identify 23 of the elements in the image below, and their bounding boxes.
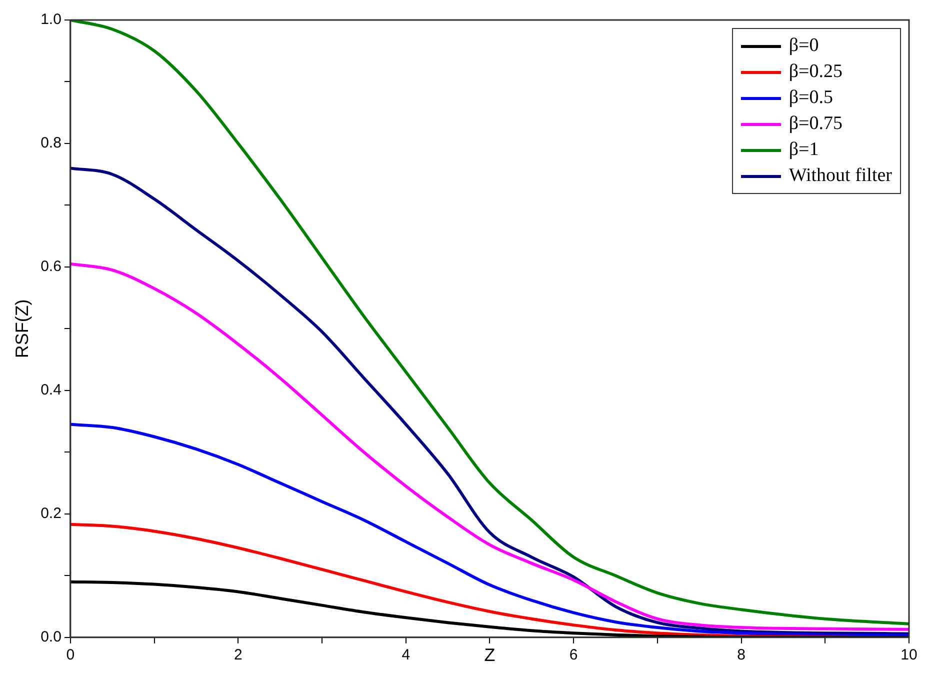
legend-label: β=0.25 — [788, 60, 842, 84]
line-series — [70, 20, 909, 626]
y-tick-label: 0.4 — [40, 382, 62, 399]
legend-label: β=0.5 — [788, 86, 833, 110]
y-tick-label: 1.0 — [40, 11, 62, 28]
line-series — [70, 166, 909, 636]
y-tick-label: 0.2 — [40, 505, 62, 522]
legend-label: β=0 — [788, 34, 819, 58]
y-tick-label: 0.6 — [40, 258, 62, 276]
legend-label: β=1 — [788, 138, 819, 162]
legend-label: Without filter — [788, 164, 892, 188]
legend-label: β=0.75 — [788, 112, 842, 136]
x-tick-label: 6 — [569, 646, 578, 664]
x-tick-label: 10 — [900, 646, 918, 664]
x-tick-label: 2 — [234, 646, 242, 664]
y-tick-label: 0.0 — [40, 628, 62, 646]
x-tick-label: 0 — [66, 646, 75, 664]
y-axis-title: RSF(Z) — [12, 299, 32, 358]
line-series — [70, 262, 909, 631]
y-tick-label: 0.8 — [40, 134, 62, 152]
x-tick-label: 8 — [737, 646, 746, 664]
x-tick-label: 4 — [402, 646, 410, 664]
x-axis-title: Z — [484, 645, 496, 666]
